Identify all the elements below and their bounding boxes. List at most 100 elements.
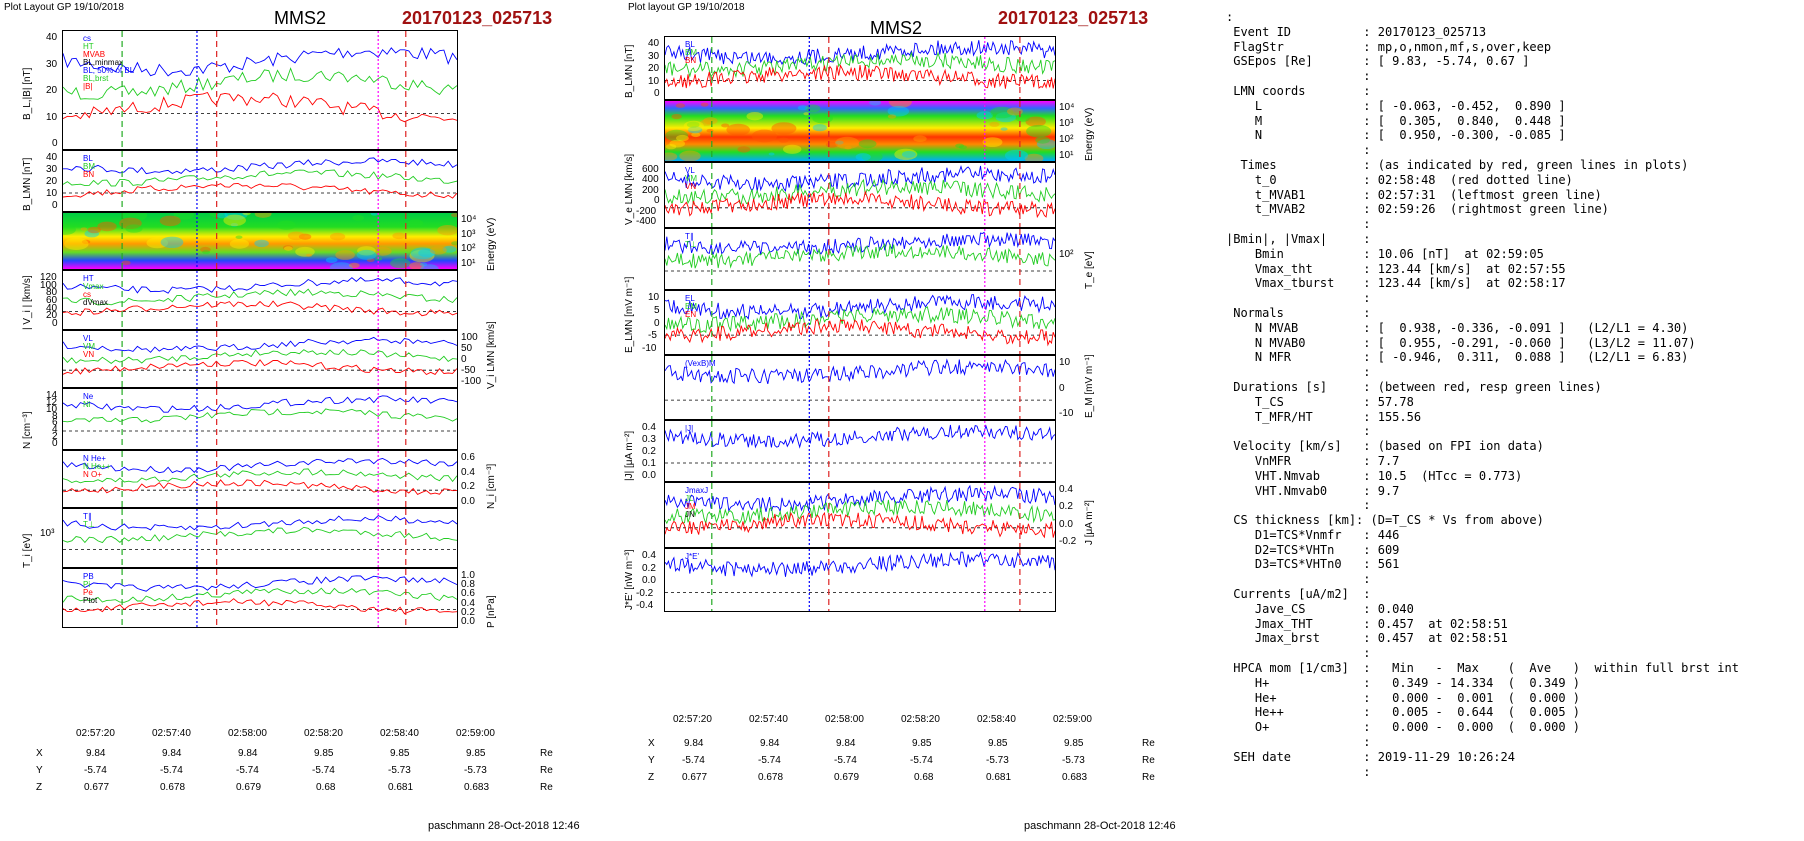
legend-entry: dVmax <box>83 298 108 307</box>
y-axis-label: N [cm⁻³] <box>22 411 33 450</box>
y-tick-label: 30 <box>46 164 58 175</box>
legend-entry: HT <box>83 42 94 51</box>
y-tick-label: 0.8 <box>461 579 475 591</box>
y-tick-label: 10 <box>1059 357 1071 368</box>
y-tick-label: 200 <box>642 184 659 196</box>
plot-panel: T∥ T⊥ <box>62 508 458 568</box>
panel-plot-area: T∥T⊥ <box>665 229 1055 289</box>
orbit-y-value: -5.73 <box>464 765 487 776</box>
orbit-z-value: 0.681 <box>986 772 1012 783</box>
legend-entry: JN <box>685 510 695 519</box>
panel-plot-area: T∥T⊥ <box>63 509 457 567</box>
series-line <box>665 511 1055 539</box>
y-tick-label: 0.2 <box>461 481 475 493</box>
series-line <box>63 515 457 531</box>
orbit-unit: Re <box>1142 738 1155 749</box>
left-plot-event-id: 20170123_025713 <box>402 8 553 28</box>
y-axis-label: Energy (eV) <box>486 217 497 271</box>
y-tick-label: 0.0 <box>1059 518 1073 530</box>
y-tick-label: 0.1 <box>642 458 656 469</box>
orbit-y-label: Y <box>36 765 43 776</box>
legend-entry: T∥ <box>685 232 694 241</box>
series-line <box>665 499 1055 526</box>
y-tick-label: 0 <box>52 138 58 149</box>
time-tick: 02:59:00 <box>456 728 495 739</box>
legend-entry: N He+ <box>83 454 106 463</box>
series-line <box>63 300 457 317</box>
y-tick-label: 2 <box>52 431 58 443</box>
y-tick-label: 10³ <box>1059 118 1074 129</box>
plot-panel: J*E' <box>664 548 1056 612</box>
y-axis-label: E_M [mV m⁻¹] <box>1084 353 1095 418</box>
orbit-x-label: X <box>36 748 43 759</box>
series-line <box>665 318 1055 347</box>
y-tick-label: 30 <box>648 50 660 62</box>
orbit-z-value: 0.683 <box>1062 772 1088 783</box>
orbit-y-value: -5.74 <box>312 765 335 776</box>
left-plot-footer: paschmann 28-Oct-2018 12:46 <box>428 820 580 832</box>
y-tick-label: 0.2 <box>642 562 656 574</box>
y-tick-label: 40 <box>46 302 58 314</box>
plot-panel: HT Vmax cs dVmax <box>62 270 458 330</box>
time-tick: 02:58:20 <box>901 714 940 725</box>
y-tick-label: 10³ <box>461 228 476 240</box>
plot-panel: VL VM VN <box>62 330 458 388</box>
y-tick-label: 0.4 <box>642 422 656 433</box>
orbit-y-value: -5.74 <box>160 765 183 776</box>
series-line <box>63 526 457 544</box>
y-tick-label: 10⁴ <box>461 214 477 225</box>
orbit-z-value: 0.68 <box>316 782 336 793</box>
time-tick: 02:57:40 <box>152 728 191 739</box>
legend-entry: |B| <box>83 82 93 91</box>
legend-entry: BL,brst <box>83 74 109 83</box>
legend-entry: VN <box>83 350 94 359</box>
legend-entry: J*E' <box>685 552 699 561</box>
series-line <box>63 468 457 484</box>
left-plot-title: MMS2 <box>274 8 327 28</box>
y-axis-label: |J| [μA m⁻²] <box>624 430 635 481</box>
legend-entry: cs <box>83 34 91 43</box>
series-line <box>63 288 457 306</box>
orbit-y-value: -5.74 <box>910 755 933 766</box>
y-tick-label: 0.4 <box>461 466 475 478</box>
y-tick-label: 0 <box>1059 382 1065 394</box>
series-line <box>665 51 1055 79</box>
legend-entry: Ne <box>83 392 94 401</box>
orbit-unit: Re <box>540 748 553 759</box>
y-tick-label: 40 <box>648 38 660 49</box>
y-tick-label: 0.0 <box>642 575 656 586</box>
y-tick-label: 100 <box>40 279 57 291</box>
time-tick: 02:58:00 <box>228 728 267 739</box>
y-tick-label: 60 <box>46 295 58 306</box>
y-tick-label: 20 <box>46 310 58 322</box>
plot-panel <box>62 212 458 270</box>
y-tick-label: 10 <box>648 292 660 303</box>
y-tick-label: 400 <box>642 174 659 186</box>
y-tick-label: 20 <box>46 176 58 187</box>
series-line <box>63 182 457 199</box>
series-line <box>63 67 457 100</box>
y-tick-label: 5 <box>654 304 660 316</box>
orbit-y-value: -5.73 <box>1062 755 1085 766</box>
legend-entry: BL <box>83 154 93 163</box>
y-tick-label: 0.2 <box>1059 501 1073 513</box>
y-tick-label: 20 <box>46 85 58 96</box>
y-tick-label: 20 <box>648 63 660 74</box>
orbit-unit: Re <box>540 782 553 793</box>
orbit-x-value: 9.85 <box>466 748 486 759</box>
legend-entry: BL,minmax <box>83 58 123 67</box>
orbit-z-value: 0.681 <box>388 782 414 793</box>
series-line <box>63 169 457 187</box>
y-tick-label: 10¹ <box>1059 150 1074 161</box>
y-tick-label: 0 <box>654 195 660 207</box>
right-plot-event-id: 20170123_025713 <box>998 8 1149 28</box>
panel-plot-area: |J| <box>665 421 1055 481</box>
y-tick-label: 0.0 <box>642 470 656 481</box>
legend-entry: BN <box>685 56 696 65</box>
orbit-z-value: 0.678 <box>160 782 186 793</box>
